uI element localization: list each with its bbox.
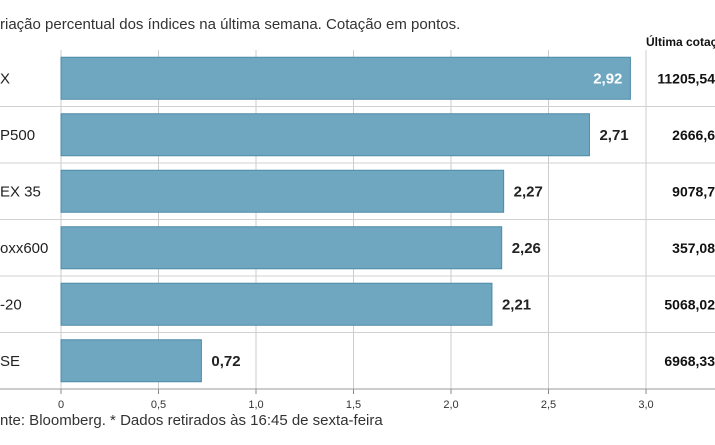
quote-column-header: Última cotação — [646, 34, 715, 49]
category-label: X — [0, 70, 10, 87]
value-label: 0,72 — [211, 353, 240, 370]
category-label: SE — [0, 353, 20, 370]
quote-value: 11205,54 — [657, 70, 715, 86]
bar — [60, 226, 503, 270]
chart-subtitle: riação percentual dos índices na última … — [0, 16, 461, 33]
bar — [60, 339, 202, 383]
bar — [60, 282, 493, 326]
x-tick-label: 2,5 — [541, 399, 556, 411]
labels: Última cotação X 2,92 11205,54 P500 2,71 2666,… — [0, 34, 715, 370]
bar — [60, 56, 631, 100]
x-tick-label: 1,0 — [248, 399, 263, 411]
source-note: nte: Bloomberg. * Dados retirados às 16:… — [0, 412, 383, 429]
bars — [60, 56, 631, 383]
x-tick-label: 2,0 — [443, 399, 458, 411]
x-axis: 0 0,5 1,0 1,5 2,0 2,5 3,0 — [0, 388, 715, 411]
category-label: EX 35 — [0, 183, 41, 200]
quote-value: 5068,02 — [664, 296, 715, 312]
quote-value: 2666,6 — [672, 127, 715, 143]
value-label: 2,92 — [593, 70, 622, 87]
value-label: 2,27 — [514, 183, 543, 200]
row-separators — [0, 106, 715, 333]
quote-value: 9078,7 — [672, 183, 715, 199]
category-label: oxx600 — [0, 240, 48, 257]
value-label: 2,71 — [599, 127, 628, 144]
category-label: -20 — [0, 296, 22, 313]
x-tick-label: 0 — [58, 399, 64, 411]
bar — [60, 113, 590, 157]
quote-value: 6968,33 — [664, 353, 715, 369]
x-tick-label: 0,5 — [151, 399, 166, 411]
quote-value: 357,08 — [672, 240, 715, 256]
category-label: P500 — [0, 127, 35, 144]
x-tick-label: 1,5 — [346, 399, 361, 411]
x-tick-label: 3,0 — [638, 399, 653, 411]
value-label: 2,21 — [502, 296, 531, 313]
bar — [60, 169, 505, 213]
value-label: 2,26 — [512, 240, 541, 257]
